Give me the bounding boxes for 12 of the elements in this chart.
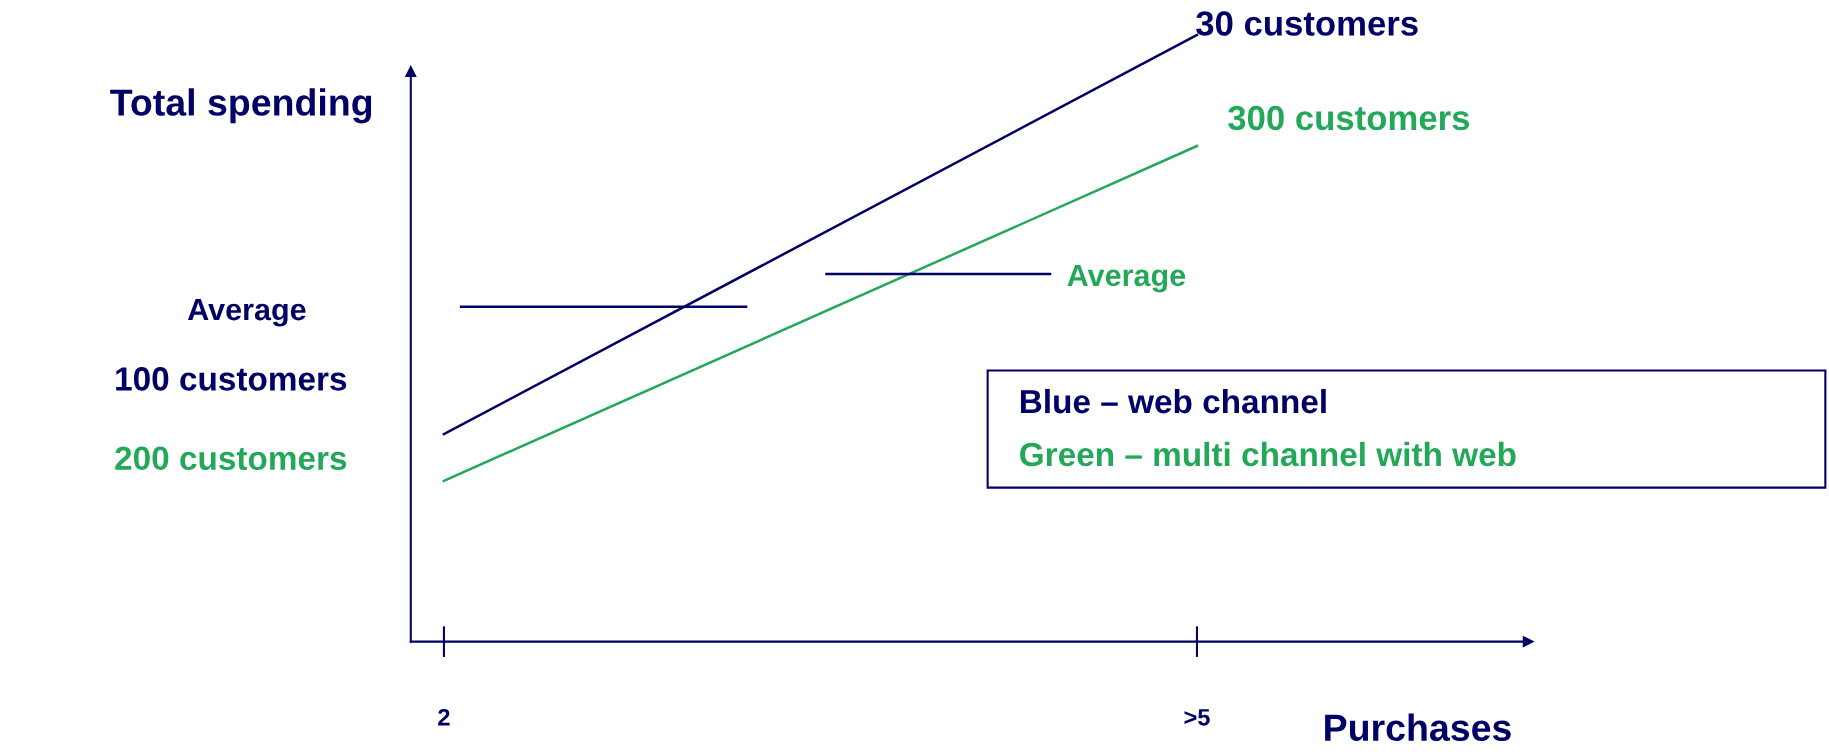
- y-axis-title: Total spending: [110, 88, 372, 124]
- x-axis-title: Purchases: [1325, 713, 1511, 742]
- annotation: 300 customers: [1228, 105, 1470, 131]
- ref-line-label: Average: [1067, 264, 1186, 293]
- text: 100 customers: [116, 367, 347, 391]
- x-tick-label: 2: [438, 708, 450, 726]
- annotation: Blue – web channel: [1020, 388, 1326, 414]
- annotation: Green – multi channel with web: [1020, 441, 1516, 467]
- x-tick-label: >5: [1184, 709, 1210, 726]
- annotation: 30 customers: [1196, 11, 1418, 36]
- text: 200 customers: [115, 446, 347, 471]
- ref-line-label: Average: [187, 299, 306, 327]
